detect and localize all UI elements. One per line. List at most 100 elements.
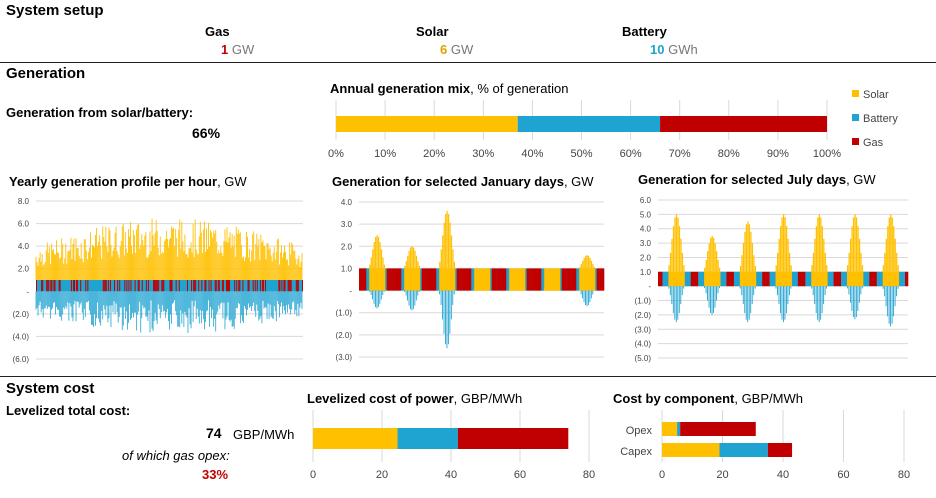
july-tick-label: 3.0 [640,239,652,248]
july-solar-mark [742,242,745,272]
july-solar-mark [741,255,743,272]
battery-capacity[interactable]: 10 GWh [650,42,698,57]
july-band-mark [726,271,729,287]
solar-capacity[interactable]: 6 GW [440,42,473,57]
july-battery-mark [815,286,817,314]
january-band-mark [557,268,560,291]
generation-title: Generation [6,65,86,82]
january-battery-mark [440,290,442,305]
january-solar-mark [544,287,546,291]
july-band-mark [783,271,785,287]
yearly-gas-mark [210,280,212,292]
yearly-gas-mark [41,280,43,292]
gas-capacity[interactable]: 1 GW [221,42,254,57]
july-band-mark [663,271,666,287]
january-band-mark [596,268,599,291]
july-battery-mark [747,286,749,323]
yearly-tick-label: 6.0 [18,220,30,229]
july-band-mark [668,271,671,287]
january-band-mark [363,268,366,291]
january-band-mark [359,268,361,291]
yearly-gas-mark [218,280,220,292]
july-battery-mark [852,286,854,318]
january-battery-mark [586,290,588,307]
january-solar-mark [522,286,524,291]
july-battery-mark [891,286,893,324]
january-solar-mark [509,288,511,291]
january-band-mark [499,268,501,291]
july-solar-mark [848,252,850,272]
july-band-mark [833,271,836,287]
january-solar-mark [555,282,558,291]
july-solar-mark [711,235,713,272]
january-solar-mark [475,283,477,291]
legend-swatch-gas [852,138,859,145]
july-band-mark [766,271,769,287]
january-solar-mark [517,282,520,291]
yearly-gas-mark [50,280,52,292]
january-band-mark [574,268,577,291]
generation-share-label: Generation from solar/battery: [6,105,194,120]
july-solar-mark [887,226,889,272]
yearly-gas-mark [265,280,267,292]
january-band-mark [405,268,408,291]
yearly-gas-mark [296,280,298,292]
january-solar-mark [482,277,485,291]
january-band-mark [517,268,520,291]
january-band-mark [394,268,396,291]
july-band-mark [696,271,699,287]
component-bar-battery [719,443,768,457]
january-band-mark [501,268,504,291]
july-band-mark [855,271,858,287]
july-battery-mark [893,286,895,317]
january-battery-mark [369,290,371,292]
july-battery-mark [812,286,814,296]
component-bar-battery [677,422,681,436]
january-tick-label: (2.0) [336,331,353,340]
july-solar-mark [777,252,779,272]
july-band-mark [844,271,846,287]
component-chart: 0 20 40 60 80 Opex Capex [620,410,910,481]
yearly-gas-mark [145,280,147,292]
july-solar-mark [678,226,681,272]
july-band-mark [829,271,831,287]
january-battery-mark [411,290,413,311]
july-band-mark [714,271,717,287]
july-solar-mark [814,238,816,272]
july-battery-mark [823,286,825,305]
yearly-title: Yearly generation profile per hour [9,174,218,189]
january-solar-mark [484,279,486,291]
january-title: Generation for selected January days [332,174,564,189]
yearly-gas-mark [214,280,216,292]
january-band-mark [375,268,377,291]
january-battery-mark [583,290,585,303]
yearly-gas-mark [171,280,173,292]
component-tick-label: 20 [716,469,728,481]
january-battery-mark [582,290,583,299]
january-battery-mark [404,290,406,292]
january-solar-mark [554,280,556,291]
july-band-mark [744,271,747,287]
component-bar-solar [662,443,720,457]
lcoe-bar-gas [457,428,569,449]
july-band-mark [698,271,700,287]
july-battery-mark [849,286,851,303]
january-solar-mark [474,287,476,291]
january-solar-mark [405,261,407,269]
january-solar-mark [510,286,512,291]
yearly-gas-mark [158,280,160,292]
yearly-gas-mark [287,280,289,292]
july-band-mark [733,271,736,287]
january-battery-mark [372,290,373,300]
july-battery-mark [790,286,792,289]
july-band-mark [894,271,897,287]
july-solar-mark [788,252,791,272]
january-band-mark [424,268,427,291]
lcoe-tick-label: 20 [376,469,388,481]
july-band-mark [760,271,763,287]
july-band-mark [811,271,814,287]
july-band-mark [751,271,754,287]
july-battery-mark [846,286,848,289]
july-solar-mark [708,243,710,272]
mix-legend: Solar Battery Gas [852,89,898,149]
